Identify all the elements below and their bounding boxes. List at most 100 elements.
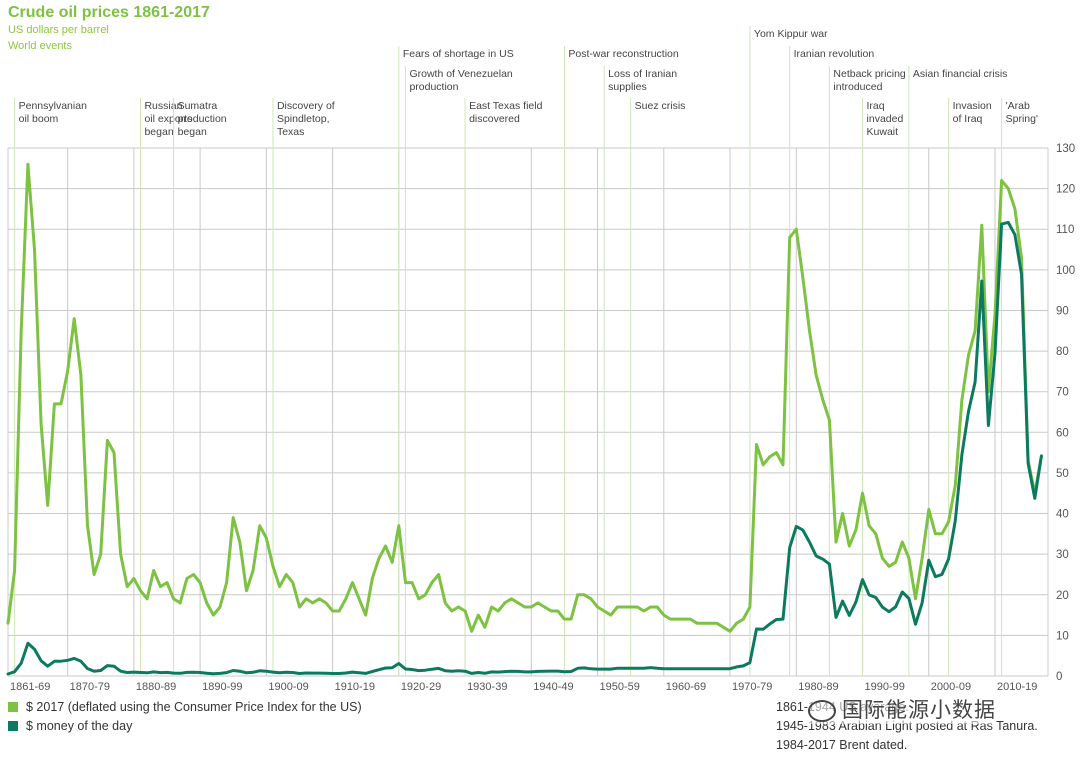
data-point xyxy=(503,601,506,604)
data-point xyxy=(755,628,758,630)
data-point xyxy=(344,672,347,674)
data-point xyxy=(576,593,579,596)
data-point xyxy=(907,557,910,560)
data-point xyxy=(397,662,400,665)
x-tick-label: 1890-99 xyxy=(202,681,242,693)
y-tick-label: 110 xyxy=(1056,224,1074,236)
data-point xyxy=(497,610,500,612)
data-point xyxy=(212,614,215,617)
data-point xyxy=(735,622,738,625)
data-point xyxy=(199,581,202,584)
data-point xyxy=(318,672,321,675)
data-point xyxy=(775,451,778,454)
event-label: Sumatra production began xyxy=(178,100,227,138)
legend-label-nominal: $ money of the day xyxy=(26,719,133,733)
data-point xyxy=(722,626,725,629)
data-point xyxy=(311,672,314,675)
data-point xyxy=(391,666,394,669)
data-point xyxy=(13,670,16,673)
data-point xyxy=(947,557,950,560)
data-point xyxy=(86,524,89,527)
data-point xyxy=(139,671,142,674)
x-tick-label: 1940-49 xyxy=(533,681,573,693)
data-point xyxy=(278,585,281,588)
data-point xyxy=(947,520,950,523)
data-point xyxy=(775,618,778,621)
data-point xyxy=(497,671,500,674)
data-point xyxy=(46,665,49,668)
data-point xyxy=(616,667,619,670)
data-point xyxy=(86,667,89,670)
data-point xyxy=(676,667,678,670)
watermark: 国际能源小数据 xyxy=(808,694,996,724)
data-point xyxy=(828,419,831,422)
data-point xyxy=(278,671,281,674)
y-tick-label: 20 xyxy=(1056,590,1069,602)
data-point xyxy=(835,541,837,543)
y-tick-label: 50 xyxy=(1056,468,1069,480)
legend-swatch-real xyxy=(8,702,18,712)
data-point xyxy=(543,606,546,608)
data-point xyxy=(60,402,62,405)
data-point xyxy=(782,463,784,466)
data-point xyxy=(252,569,255,572)
data-point xyxy=(444,669,447,672)
data-point xyxy=(954,519,957,522)
data-point xyxy=(536,670,539,673)
data-point xyxy=(325,672,327,675)
data-point xyxy=(729,667,731,670)
data-point xyxy=(536,601,539,604)
data-point xyxy=(238,541,241,543)
data-point xyxy=(66,659,69,662)
data-point xyxy=(146,671,149,674)
data-point xyxy=(768,455,771,458)
event-label: Post-war reconstruction xyxy=(568,48,678,60)
series-line-real-2017-dollars xyxy=(6,162,1043,633)
event-label: Yom Kippur war xyxy=(754,28,828,40)
data-point xyxy=(616,606,619,608)
data-point xyxy=(894,605,897,608)
data-point xyxy=(868,524,871,527)
data-point xyxy=(172,672,175,675)
data-point xyxy=(543,670,546,673)
data-point xyxy=(994,352,996,355)
data-point xyxy=(232,516,235,519)
data-point xyxy=(934,532,937,535)
data-point xyxy=(358,597,361,600)
data-point xyxy=(1013,207,1016,210)
data-point xyxy=(232,669,235,672)
data-point xyxy=(219,606,221,608)
data-point xyxy=(556,670,559,673)
x-tick-label: 1970-79 xyxy=(732,681,772,693)
data-point xyxy=(656,667,659,670)
data-point xyxy=(344,597,347,600)
data-point xyxy=(79,374,82,377)
data-point xyxy=(589,667,592,670)
data-point xyxy=(1027,462,1030,465)
data-point xyxy=(272,671,274,674)
data-point xyxy=(106,439,109,442)
data-point xyxy=(444,601,447,604)
data-point xyxy=(748,606,751,608)
data-point xyxy=(417,597,420,600)
data-point xyxy=(841,512,844,515)
data-point xyxy=(146,597,149,600)
data-point xyxy=(384,667,387,669)
data-point xyxy=(1000,179,1003,182)
data-point xyxy=(238,670,241,673)
data-point xyxy=(192,671,195,674)
data-point xyxy=(808,541,811,544)
data-point xyxy=(470,630,473,633)
data-point xyxy=(351,581,354,584)
legend-swatch-nominal xyxy=(8,721,18,731)
event-label: Discovery of Spindletop, Texas xyxy=(277,100,335,138)
x-tick-label: 1950-59 xyxy=(600,681,640,693)
data-point xyxy=(13,569,16,572)
data-point xyxy=(921,602,924,604)
event-label: Loss of Iranian supplies xyxy=(608,68,677,93)
data-point xyxy=(73,317,76,320)
data-point xyxy=(583,666,586,669)
data-point xyxy=(53,402,56,405)
data-point xyxy=(742,664,745,667)
event-label: Growth of Venezuelan production xyxy=(409,68,512,93)
